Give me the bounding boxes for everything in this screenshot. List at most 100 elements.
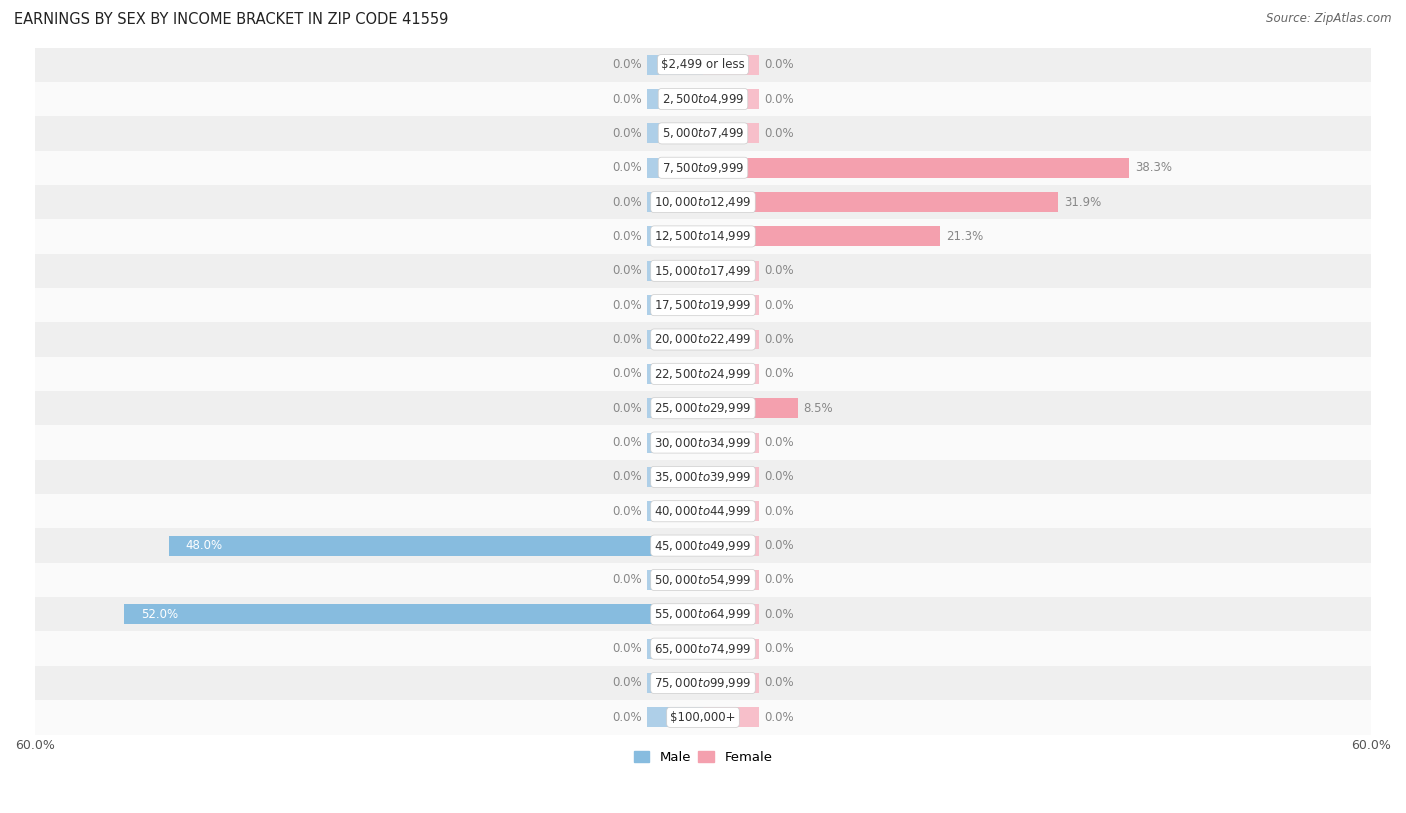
Bar [35,357,1371,391]
Bar [35,185,1371,220]
Text: 0.0%: 0.0% [765,127,794,140]
Bar [35,563,1371,597]
Bar [703,329,759,350]
Text: 0.0%: 0.0% [612,676,641,689]
Text: $25,000 to $29,999: $25,000 to $29,999 [654,401,752,415]
Bar [35,220,1371,254]
Bar [647,639,703,659]
Bar [35,459,1371,494]
Text: 21.3%: 21.3% [946,230,983,243]
Text: $50,000 to $54,999: $50,000 to $54,999 [654,573,752,587]
Text: 0.0%: 0.0% [765,367,794,380]
Bar [647,673,703,693]
Text: $10,000 to $12,499: $10,000 to $12,499 [654,195,752,209]
Text: 0.0%: 0.0% [612,471,641,484]
Text: 0.0%: 0.0% [612,367,641,380]
Text: 0.0%: 0.0% [765,676,794,689]
Bar [703,673,759,693]
Bar [647,329,703,350]
Bar [647,433,703,453]
Text: 0.0%: 0.0% [612,230,641,243]
Bar [647,124,703,143]
Bar [703,364,759,384]
Text: 8.5%: 8.5% [803,402,832,415]
Bar [35,82,1371,116]
Bar [35,150,1371,185]
Bar [35,288,1371,322]
Bar [703,54,759,75]
Bar [169,536,703,555]
Text: $30,000 to $34,999: $30,000 to $34,999 [654,436,752,450]
Bar [35,47,1371,82]
Text: 52.0%: 52.0% [141,608,177,621]
Bar [703,707,759,728]
Bar [35,254,1371,288]
Bar [35,391,1371,425]
Text: Source: ZipAtlas.com: Source: ZipAtlas.com [1267,12,1392,25]
Bar [647,570,703,590]
Bar [35,666,1371,700]
Bar [703,398,797,418]
Text: $40,000 to $44,999: $40,000 to $44,999 [654,504,752,518]
Bar [647,192,703,212]
Bar [35,528,1371,563]
Text: 38.3%: 38.3% [1135,161,1173,174]
Text: $100,000+: $100,000+ [671,711,735,724]
Text: 0.0%: 0.0% [612,333,641,346]
Text: 0.0%: 0.0% [765,59,794,72]
Bar [703,295,759,315]
Text: 0.0%: 0.0% [612,127,641,140]
Text: $75,000 to $99,999: $75,000 to $99,999 [654,676,752,690]
Text: 0.0%: 0.0% [765,264,794,277]
Text: 0.0%: 0.0% [612,573,641,586]
Bar [647,364,703,384]
Text: 0.0%: 0.0% [612,711,641,724]
Text: $15,000 to $17,499: $15,000 to $17,499 [654,263,752,278]
Text: 0.0%: 0.0% [765,505,794,518]
Bar [703,433,759,453]
Text: 48.0%: 48.0% [186,539,222,552]
Text: 0.0%: 0.0% [765,471,794,484]
Text: 0.0%: 0.0% [612,402,641,415]
Bar [703,261,759,280]
Bar [703,502,759,521]
Bar [647,158,703,178]
Bar [647,707,703,728]
Bar [647,467,703,487]
Text: $2,499 or less: $2,499 or less [661,59,745,72]
Bar [35,116,1371,150]
Text: 31.9%: 31.9% [1064,196,1101,209]
Bar [647,261,703,280]
Text: $55,000 to $64,999: $55,000 to $64,999 [654,607,752,621]
Bar [647,295,703,315]
Text: 0.0%: 0.0% [765,642,794,655]
Text: EARNINGS BY SEX BY INCOME BRACKET IN ZIP CODE 41559: EARNINGS BY SEX BY INCOME BRACKET IN ZIP… [14,12,449,27]
Bar [703,536,759,555]
Bar [703,192,1059,212]
Text: 0.0%: 0.0% [765,711,794,724]
Bar [703,604,759,624]
Bar [647,502,703,521]
Text: 0.0%: 0.0% [612,505,641,518]
Text: 0.0%: 0.0% [765,436,794,449]
Text: 0.0%: 0.0% [612,161,641,174]
Bar [703,570,759,590]
Text: 0.0%: 0.0% [612,264,641,277]
Text: 0.0%: 0.0% [765,333,794,346]
Text: $2,500 to $4,999: $2,500 to $4,999 [662,92,744,106]
Bar [647,398,703,418]
Text: 0.0%: 0.0% [612,93,641,106]
Bar [647,54,703,75]
Bar [35,322,1371,357]
Bar [703,158,1129,178]
Bar [35,425,1371,459]
Bar [703,89,759,109]
Text: $22,500 to $24,999: $22,500 to $24,999 [654,367,752,380]
Text: 0.0%: 0.0% [765,93,794,106]
Text: $65,000 to $74,999: $65,000 to $74,999 [654,641,752,655]
Bar [124,604,703,624]
Text: 0.0%: 0.0% [612,298,641,311]
Text: $5,000 to $7,499: $5,000 to $7,499 [662,126,744,141]
Text: $7,500 to $9,999: $7,500 to $9,999 [662,161,744,175]
Text: $35,000 to $39,999: $35,000 to $39,999 [654,470,752,484]
